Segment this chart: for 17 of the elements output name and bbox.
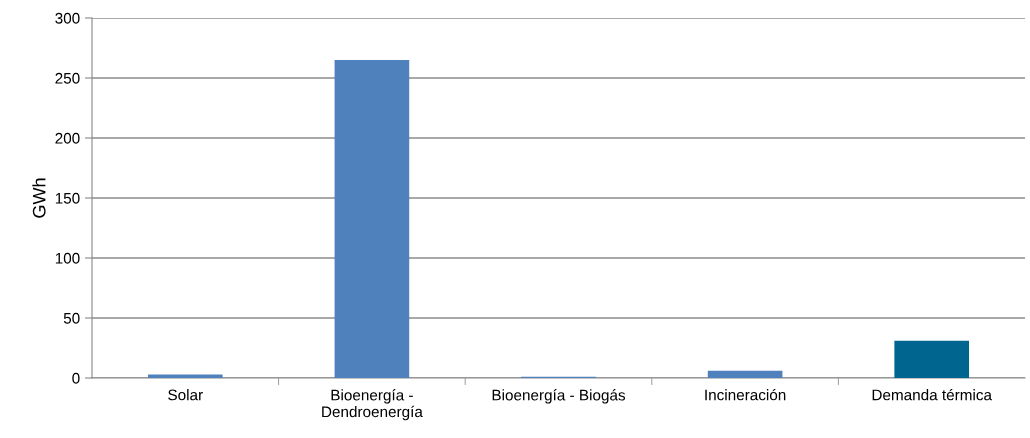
x-tick-label: Bioenergía - Dendroenergía [322,389,423,421]
bar [334,60,410,378]
y-tick-label: 300 [55,12,80,24]
y-tick-label: 250 [55,72,80,84]
y-tick-label: 50 [63,312,80,324]
x-tick-label: Solar [168,389,203,401]
x-tick-label: Bioenergía - Biogás [492,389,626,404]
y-tick-label: 150 [55,192,80,204]
x-tick-label: Demanda térmica [872,388,992,401]
x-tick-label: Incineración [705,388,786,401]
y-tick-label: 200 [55,132,80,144]
bar [707,370,783,378]
bar [147,374,223,378]
bar [894,340,970,378]
y-tick-label: 100 [55,252,80,264]
y-axis-title: GWh [32,178,46,218]
y-tick-label: 0 [72,372,80,384]
